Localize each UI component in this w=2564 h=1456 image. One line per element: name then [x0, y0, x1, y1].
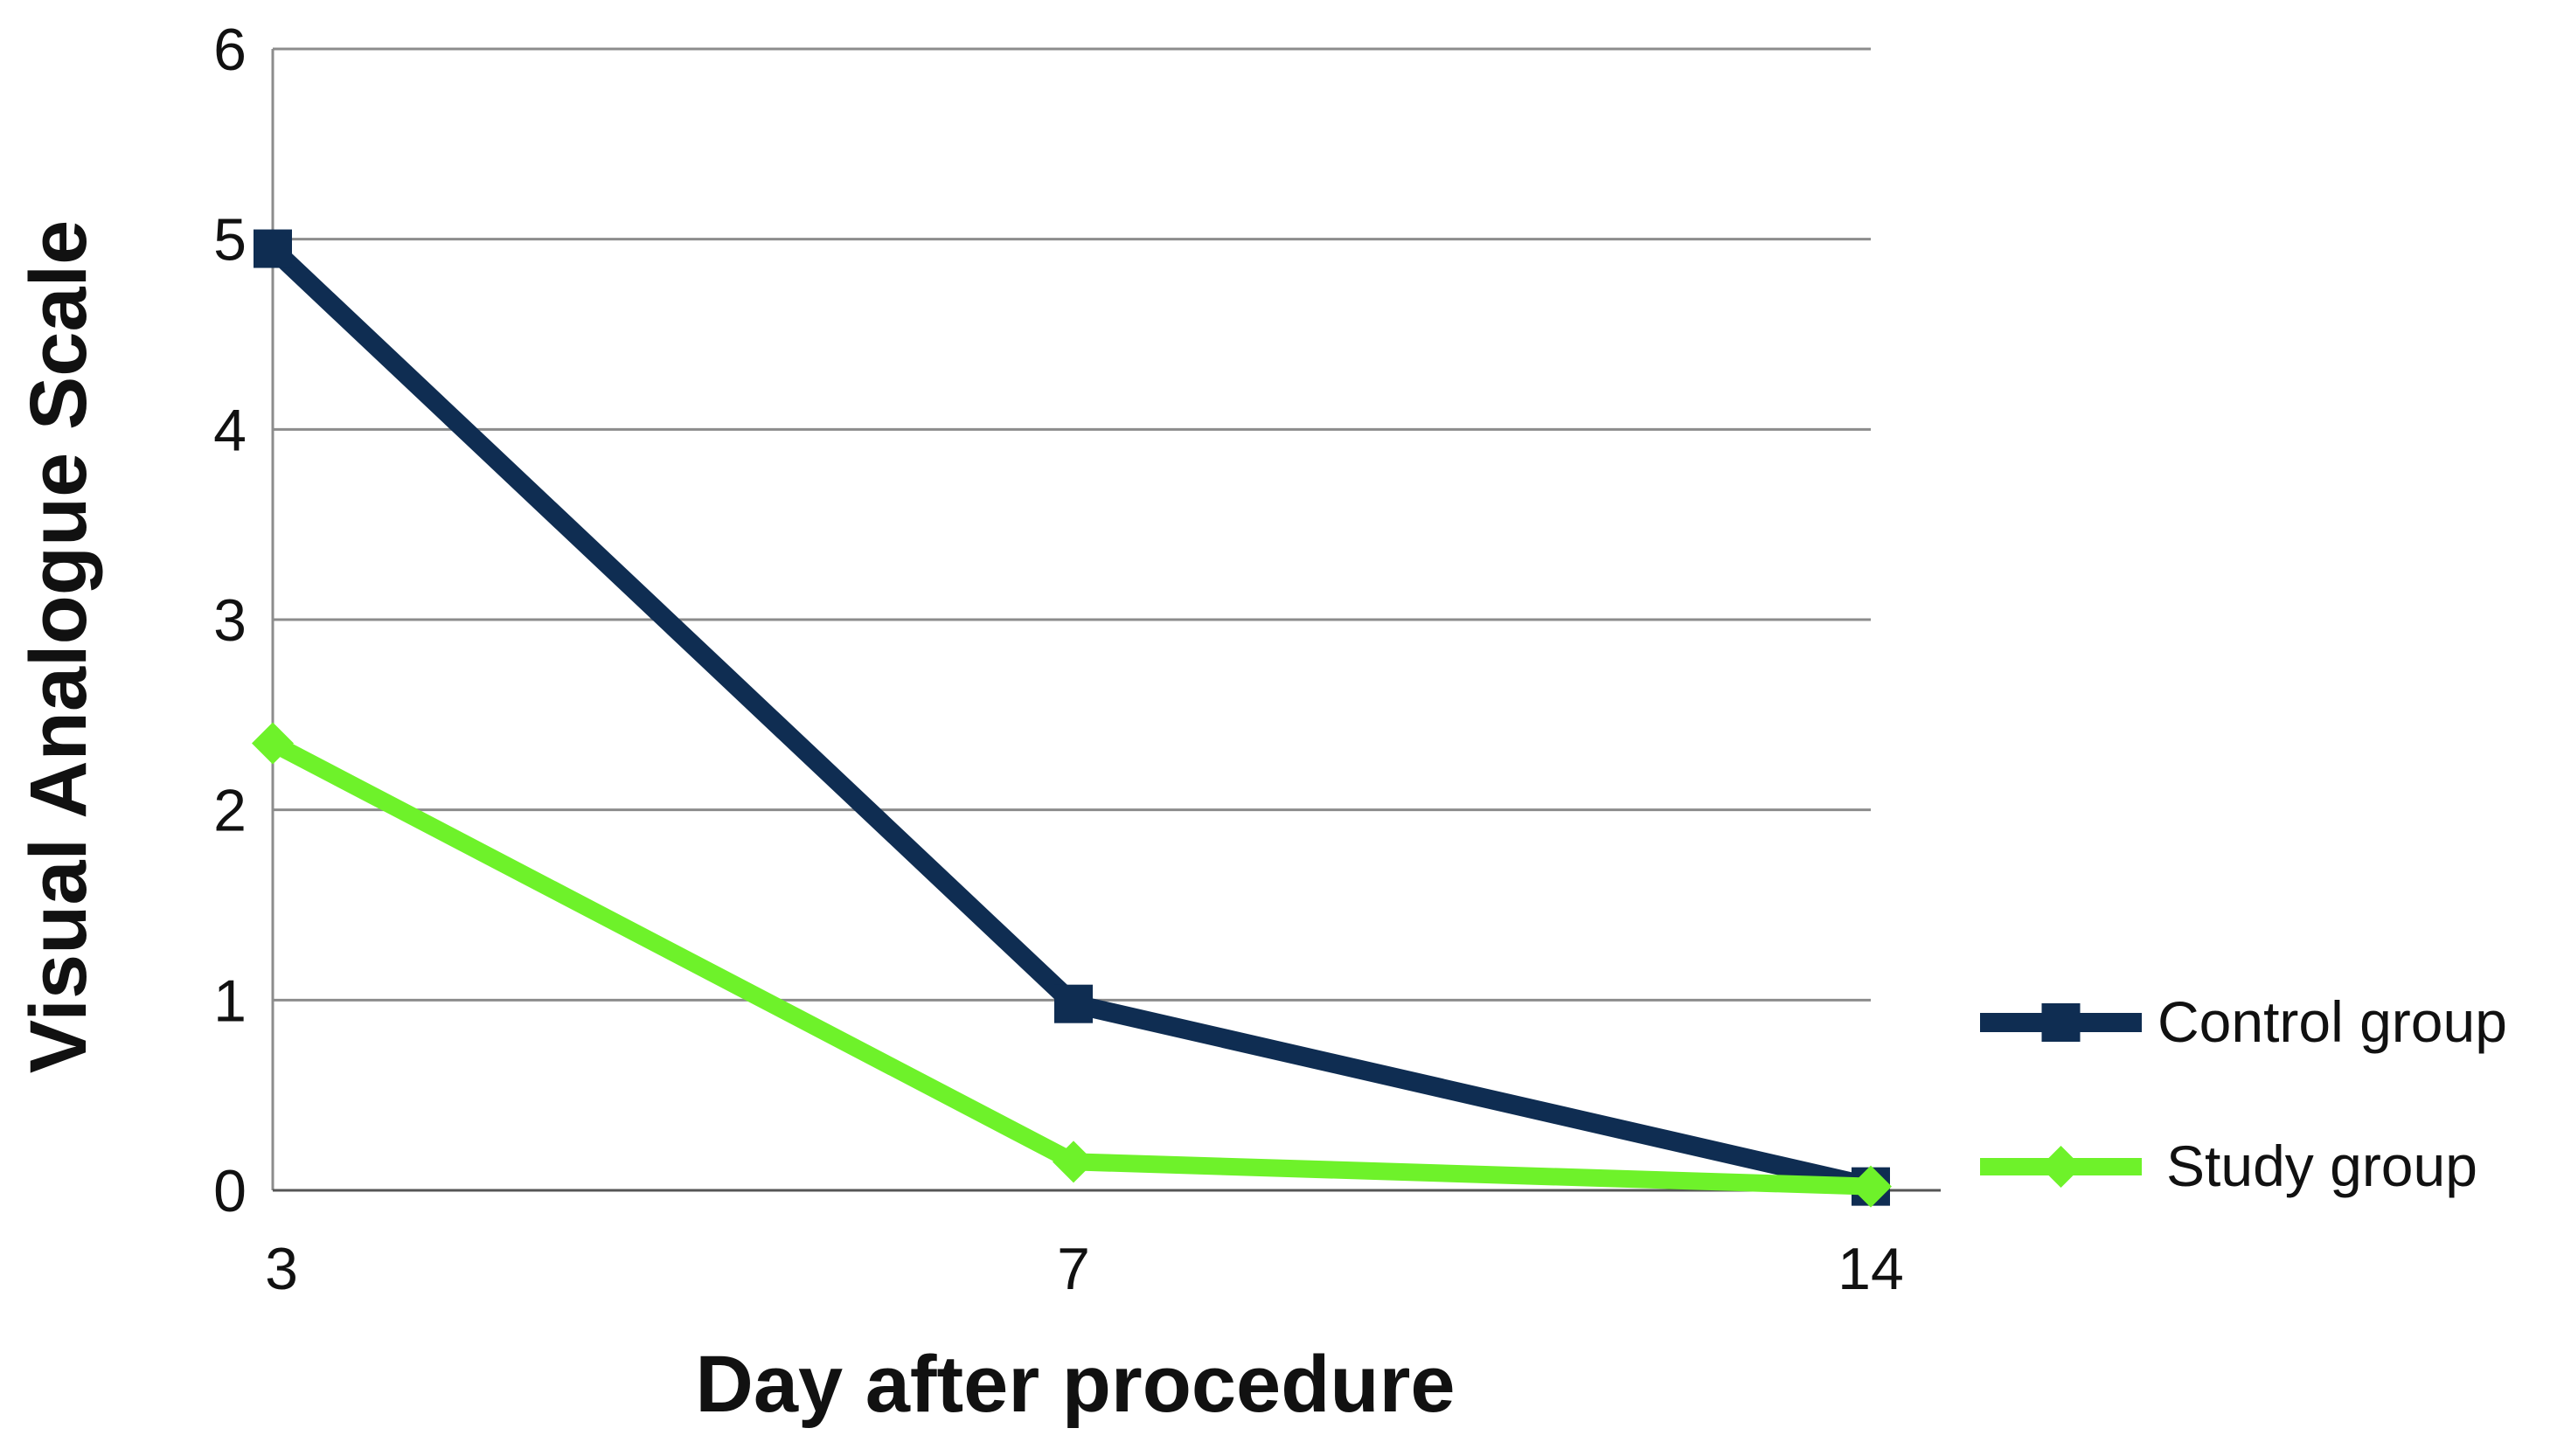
legend-marker-0 — [2041, 1003, 2081, 1042]
series-1 — [252, 722, 1892, 1208]
y-tick-labels: 0 1 2 3 4 5 6 — [213, 17, 247, 1224]
legend-label-1: Study group — [2166, 1134, 2477, 1198]
y-tick-label-0: 0 — [213, 1158, 247, 1224]
x-tick-labels: 3 7 14 — [265, 1236, 1904, 1302]
data-point-0-1 — [1054, 984, 1093, 1023]
y-axis-title: Visual Analogue Scale — [14, 220, 103, 1074]
series-line-0 — [263, 239, 1880, 1196]
x-tick-label-7: 7 — [1057, 1236, 1090, 1302]
grid-lines — [273, 47, 1871, 1002]
data-point-0-0 — [254, 229, 292, 268]
legend-item-0: Control group — [1980, 989, 2507, 1054]
y-tick-label-4: 4 — [213, 397, 247, 463]
series-lines — [252, 229, 1892, 1208]
y-tick-label-1: 1 — [213, 967, 247, 1034]
x-tick-label-3: 3 — [265, 1236, 298, 1302]
y-tick-label-3: 3 — [213, 587, 247, 654]
legend-item-1: Study group — [1980, 1134, 2477, 1198]
legend-label-0: Control group — [2158, 989, 2507, 1054]
y-tick-label-6: 6 — [213, 17, 247, 83]
data-point-1-2 — [1850, 1165, 1892, 1208]
y-tick-label-2: 2 — [213, 778, 247, 844]
y-tick-label-5: 5 — [213, 207, 247, 274]
x-axis-title: Day after procedure — [695, 1340, 1455, 1429]
data-point-1-0 — [252, 722, 294, 765]
legend-marker-1 — [2039, 1146, 2082, 1188]
legend: Control group Study group — [1980, 989, 2507, 1198]
series-0 — [254, 229, 1890, 1206]
data-point-1-1 — [1053, 1141, 1094, 1183]
x-tick-label-14: 14 — [1838, 1236, 1904, 1302]
